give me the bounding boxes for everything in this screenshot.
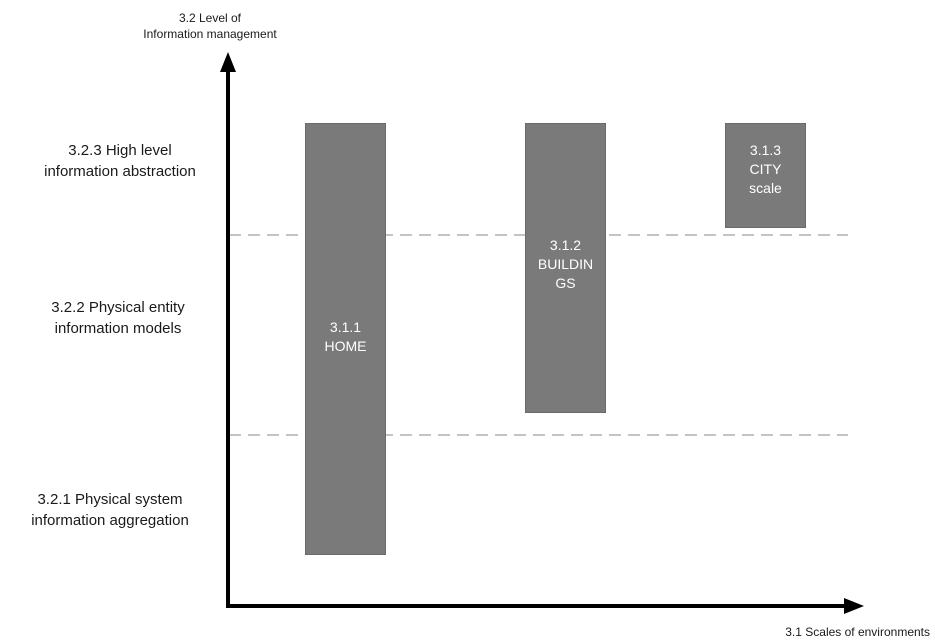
scale-bar-home-line1: 3.1.1 <box>329 319 362 335</box>
scale-bar-city-line1: 3.1.3 <box>749 142 782 158</box>
level-label-system-line2: information aggregation <box>31 512 189 529</box>
y-axis-arrowhead <box>220 52 236 72</box>
y-axis-title-line2: Information management <box>143 27 277 41</box>
level-label-high: 3.2.3 High level information abstraction <box>10 140 230 182</box>
scale-bar-buildings-line2: BUILDIN <box>537 256 594 272</box>
level-label-entity: 3.2.2 Physical entity information models <box>8 297 228 339</box>
level-label-entity-line2: information models <box>54 320 182 337</box>
scale-bar-city-line3: scale <box>749 180 782 196</box>
scale-bar-city-line2: CITY <box>749 161 782 177</box>
level-label-system-line1: 3.2.1 Physical system <box>37 491 183 508</box>
scale-bar-home: 3.1.1 HOME <box>305 123 386 555</box>
level-label-system: 3.2.1 Physical system information aggreg… <box>0 489 220 531</box>
x-axis-arrowhead <box>844 598 864 614</box>
scale-bar-buildings-line3: GS <box>555 275 576 291</box>
y-axis-title-line1: 3.2 Level of <box>178 11 242 25</box>
scale-bar-home-label: 3.1.1 HOME <box>306 318 385 356</box>
level-label-high-line1: 3.2.3 High level <box>68 142 172 159</box>
scale-bar-buildings-line1: 3.1.2 <box>549 237 582 253</box>
scale-bar-home-line2: HOME <box>324 338 367 354</box>
level-label-high-line2: information abstraction <box>44 163 196 180</box>
x-axis-title: 3.1 Scales of environments <box>740 624 930 640</box>
scale-bar-city: 3.1.3 CITY scale <box>725 123 806 228</box>
scale-bar-buildings-label: 3.1.2 BUILDIN GS <box>526 236 605 293</box>
scale-bar-buildings: 3.1.2 BUILDIN GS <box>525 123 606 413</box>
y-axis-title: 3.2 Level of Information management <box>100 10 320 42</box>
level-label-entity-line1: 3.2.2 Physical entity <box>51 299 185 316</box>
x-axis-title-text: 3.1 Scales of environments <box>785 625 930 639</box>
scale-bar-city-label: 3.1.3 CITY scale <box>726 141 805 198</box>
